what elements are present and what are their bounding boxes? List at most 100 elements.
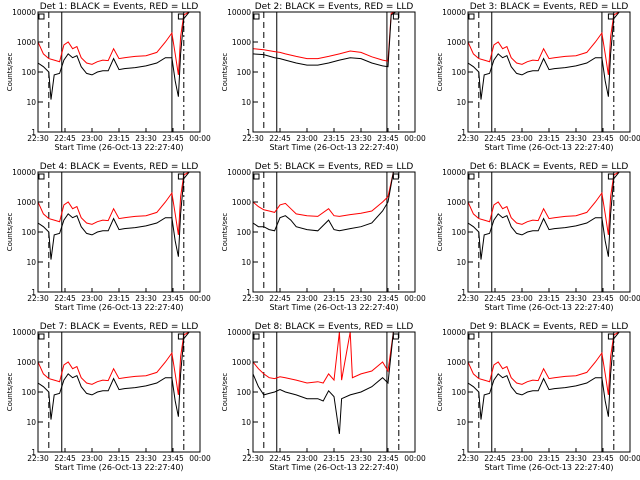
y-tick-label: 1000 bbox=[17, 38, 36, 47]
plot-frame bbox=[467, 331, 631, 453]
y-axis-label: Counts/sec bbox=[221, 53, 229, 92]
start-marker bbox=[253, 173, 260, 180]
panel-title: Det 3: BLACK = Events, RED = LLD bbox=[470, 2, 629, 12]
detector-panel-6: Det 6: BLACK = Events, RED = LLD 1 10 100 10… bbox=[436, 162, 640, 312]
x-tick-label: 23:30 bbox=[565, 454, 587, 463]
end-marker bbox=[607, 173, 614, 180]
end-marker bbox=[392, 333, 399, 340]
x-tick-label: 22:45 bbox=[54, 454, 76, 463]
x-tick-label: 00:00 bbox=[404, 134, 426, 143]
x-tick-label: 23:45 bbox=[162, 454, 184, 463]
start-marker bbox=[253, 13, 260, 20]
events-series-line bbox=[38, 12, 200, 100]
y-tick-label: 1 bbox=[31, 448, 36, 457]
x-axis-label: Start Time (26-Oct-13 22:27:40) bbox=[484, 143, 613, 152]
lld-series-line bbox=[38, 332, 200, 395]
y-tick-label: 1000 bbox=[232, 198, 251, 207]
y-tick-label: 100 bbox=[22, 68, 37, 77]
detector-panel-1: Det 1: BLACK = Events, RED = LLD 1 10 100 10… bbox=[6, 2, 211, 152]
x-tick-label: 22:30 bbox=[457, 294, 479, 303]
y-tick-label: 1000 bbox=[17, 358, 36, 367]
y-tick-label: 1 bbox=[246, 448, 251, 457]
x-tick-label: 23:15 bbox=[323, 134, 345, 143]
end-marker bbox=[177, 13, 184, 20]
lld-series-line bbox=[468, 12, 630, 75]
plot-frame bbox=[467, 171, 631, 293]
y-tick-label: 10 bbox=[241, 258, 251, 267]
panel-title: Det 8: BLACK = Events, RED = LLD bbox=[255, 322, 414, 332]
panel-title: Det 5: BLACK = Events, RED = LLD bbox=[255, 162, 414, 172]
x-axis-label: Start Time (26-Oct-13 22:27:40) bbox=[54, 463, 183, 472]
y-tick-label: 1000 bbox=[447, 198, 466, 207]
x-axis-label: Start Time (26-Oct-13 22:27:40) bbox=[269, 463, 398, 472]
lld-series-line bbox=[38, 12, 200, 75]
y-tick-label: 1000 bbox=[232, 358, 251, 367]
x-tick-label: 23:00 bbox=[296, 294, 318, 303]
x-tick-label: 23:15 bbox=[108, 134, 130, 143]
x-tick-label: 22:30 bbox=[242, 294, 264, 303]
x-tick-label: 23:30 bbox=[565, 134, 587, 143]
start-marker bbox=[38, 173, 45, 180]
y-tick-label: 10000 bbox=[12, 168, 36, 177]
events-series-line bbox=[468, 12, 630, 100]
x-tick-label: 22:45 bbox=[54, 294, 76, 303]
lld-series-line bbox=[253, 332, 415, 384]
x-tick-label: 23:45 bbox=[592, 294, 614, 303]
x-tick-label: 22:30 bbox=[457, 134, 479, 143]
end-marker bbox=[177, 173, 184, 180]
y-tick-label: 10000 bbox=[442, 328, 466, 337]
x-tick-label: 22:45 bbox=[269, 454, 291, 463]
x-tick-label: 22:45 bbox=[484, 454, 506, 463]
x-tick-label: 23:15 bbox=[108, 294, 130, 303]
x-tick-label: 23:30 bbox=[135, 294, 157, 303]
x-tick-label: 23:15 bbox=[538, 454, 560, 463]
x-tick-label: 23:15 bbox=[323, 294, 345, 303]
x-tick-label: 23:00 bbox=[296, 454, 318, 463]
x-axis-label: Start Time (26-Oct-13 22:27:40) bbox=[484, 463, 613, 472]
detector-panel-4: Det 4: BLACK = Events, RED = LLD 1 10 100 10… bbox=[6, 162, 211, 312]
x-tick-label: 23:00 bbox=[81, 294, 103, 303]
y-tick-label: 10000 bbox=[12, 8, 36, 17]
detector-panel-2: Det 2: BLACK = Events, RED = LLD 1 10 100 10… bbox=[221, 2, 426, 152]
x-tick-label: 22:45 bbox=[269, 294, 291, 303]
x-tick-label: 22:45 bbox=[54, 134, 76, 143]
x-tick-label: 00:00 bbox=[189, 454, 211, 463]
x-tick-label: 23:30 bbox=[350, 294, 372, 303]
x-tick-label: 23:15 bbox=[108, 454, 130, 463]
y-tick-label: 1 bbox=[246, 288, 251, 297]
panel-title: Det 1: BLACK = Events, RED = LLD bbox=[40, 2, 199, 12]
events-series-line bbox=[468, 332, 630, 420]
y-axis-label: Counts/sec bbox=[6, 53, 14, 92]
x-tick-label: 23:45 bbox=[592, 454, 614, 463]
x-tick-label: 23:00 bbox=[511, 294, 533, 303]
y-tick-label: 1 bbox=[461, 128, 466, 137]
x-tick-label: 23:30 bbox=[135, 134, 157, 143]
x-tick-label: 23:45 bbox=[162, 134, 184, 143]
x-tick-label: 23:45 bbox=[377, 294, 399, 303]
x-tick-label: 23:00 bbox=[81, 454, 103, 463]
detector-panel-9: Det 9: BLACK = Events, RED = LLD 1 10 100 10… bbox=[436, 322, 640, 472]
x-tick-label: 23:30 bbox=[350, 134, 372, 143]
start-marker bbox=[38, 13, 45, 20]
y-tick-label: 10000 bbox=[442, 8, 466, 17]
y-axis-label: Counts/sec bbox=[221, 213, 229, 252]
x-tick-label: 22:30 bbox=[242, 454, 264, 463]
x-tick-label: 23:30 bbox=[135, 454, 157, 463]
x-tick-label: 22:45 bbox=[484, 294, 506, 303]
x-tick-label: 23:15 bbox=[538, 294, 560, 303]
detector-panel-8: Det 8: BLACK = Events, RED = LLD 1 10 100 10… bbox=[221, 322, 426, 472]
y-tick-label: 100 bbox=[22, 228, 37, 237]
y-tick-label: 1000 bbox=[232, 38, 251, 47]
y-tick-label: 100 bbox=[22, 388, 37, 397]
end-marker bbox=[392, 13, 399, 20]
x-tick-label: 23:45 bbox=[377, 134, 399, 143]
events-series-line bbox=[468, 172, 630, 260]
x-axis-label: Start Time (26-Oct-13 22:27:40) bbox=[54, 143, 183, 152]
x-axis-label: Start Time (26-Oct-13 22:27:40) bbox=[269, 303, 398, 312]
x-tick-label: 00:00 bbox=[404, 454, 426, 463]
x-tick-label: 23:30 bbox=[565, 294, 587, 303]
y-tick-label: 100 bbox=[452, 68, 467, 77]
x-tick-label: 23:15 bbox=[323, 454, 345, 463]
x-tick-label: 00:00 bbox=[619, 134, 640, 143]
